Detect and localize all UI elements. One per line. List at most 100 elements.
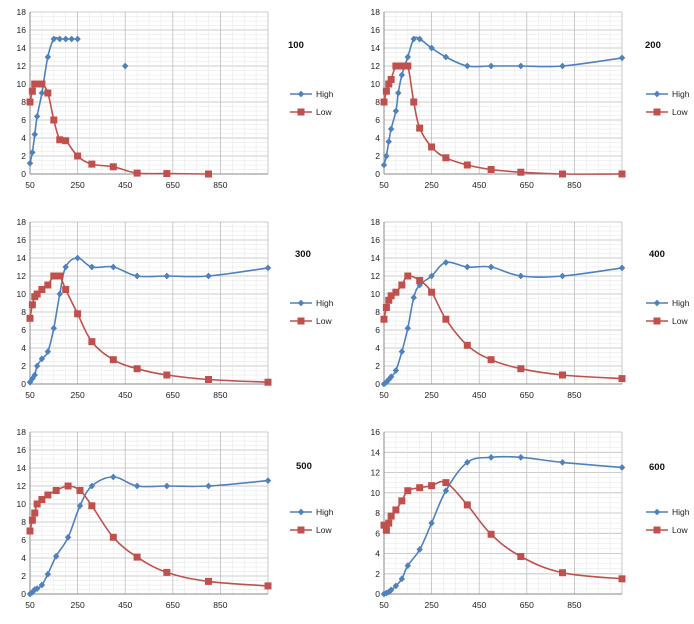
- legend: High Low: [290, 298, 334, 326]
- legend: High Low: [290, 89, 334, 117]
- data-point: [395, 89, 402, 97]
- legend-label: High: [672, 298, 690, 308]
- legend: High Low: [646, 89, 690, 117]
- chart-title: 100: [288, 40, 304, 51]
- y-tick-label: 12: [371, 61, 381, 71]
- y-tick-label: 10: [371, 289, 381, 299]
- data-point: [464, 62, 471, 70]
- gridlines: [29, 431, 269, 595]
- data-point: [559, 272, 566, 280]
- data-point: [38, 496, 46, 503]
- y-tick-label: 14: [371, 447, 381, 457]
- data-point: [464, 263, 471, 271]
- gridlines: [29, 221, 269, 385]
- data-point: [26, 314, 34, 322]
- gridlines: [383, 431, 623, 595]
- legend-label: Low: [672, 316, 688, 326]
- data-point: [410, 35, 417, 43]
- y-tick-label: 10: [371, 488, 381, 498]
- data-point: [28, 516, 36, 524]
- data-point: [50, 116, 58, 124]
- data-point: [74, 152, 82, 160]
- x-tick-label: 250: [71, 180, 85, 190]
- legend-marker: [653, 526, 661, 534]
- data-point: [62, 263, 69, 271]
- data-point: [88, 263, 96, 271]
- data-point: [74, 310, 82, 318]
- data-point: [416, 546, 423, 553]
- data-point: [517, 553, 525, 561]
- y-tick-label: 8: [375, 307, 380, 317]
- data-point: [464, 458, 471, 466]
- data-point: [442, 259, 450, 266]
- data-point: [442, 487, 450, 495]
- y-tick-label: 16: [371, 235, 381, 245]
- data-point: [88, 482, 96, 490]
- data-point: [442, 53, 450, 61]
- x-tick-label: 450: [118, 180, 132, 190]
- data-point: [109, 163, 117, 171]
- data-point: [44, 491, 52, 499]
- x-tick-label: 50: [379, 390, 389, 400]
- data-point: [380, 380, 388, 388]
- data-point: [205, 577, 212, 585]
- data-point: [38, 80, 46, 88]
- data-point: [410, 294, 417, 301]
- data-point: [31, 586, 38, 593]
- y-tick-label: 14: [17, 253, 27, 263]
- data-point: [517, 365, 525, 373]
- data-point: [385, 80, 393, 88]
- data-point: [416, 124, 424, 132]
- legend: High Low: [290, 507, 334, 535]
- y-tick-label: 0: [375, 379, 380, 389]
- data-point: [52, 487, 60, 494]
- y-tick-label: 2: [375, 361, 380, 371]
- data-point: [29, 149, 36, 156]
- legend-label: Low: [316, 525, 332, 535]
- data-point: [52, 552, 60, 560]
- data-point: [383, 152, 390, 160]
- data-point: [398, 281, 406, 289]
- data-point: [29, 588, 36, 596]
- data-point: [133, 272, 141, 280]
- data-point: [618, 54, 626, 62]
- series-low: [26, 272, 272, 386]
- legend-marker: [653, 508, 661, 516]
- y-tick-label: 18: [17, 217, 27, 227]
- x-tick-label: 50: [379, 180, 389, 190]
- data-point: [133, 365, 141, 373]
- x-tick-label: 850: [567, 180, 581, 190]
- data-point: [33, 80, 41, 88]
- y-tick-label: 8: [21, 307, 26, 317]
- legend-marker: [297, 508, 305, 516]
- y-tick-label: 2: [21, 151, 26, 161]
- data-point: [68, 35, 75, 43]
- legend: High Low: [646, 507, 690, 535]
- legend-label: High: [672, 89, 690, 99]
- data-point: [76, 502, 84, 510]
- y-tick-label: 0: [375, 589, 380, 599]
- data-point: [38, 355, 46, 363]
- data-point: [56, 272, 64, 280]
- gridlines: [383, 11, 623, 175]
- y-tick-label: 16: [371, 427, 381, 437]
- x-tick-label: 50: [25, 600, 35, 610]
- data-point: [387, 512, 395, 520]
- chart-title: 400: [649, 249, 665, 260]
- legend-marker: [297, 299, 305, 307]
- legend-label: High: [316, 298, 334, 308]
- data-point: [163, 272, 171, 280]
- y-tick-label: 0: [375, 169, 380, 179]
- data-point: [487, 356, 495, 364]
- x-tick-label: 850: [213, 390, 227, 400]
- data-point: [38, 581, 46, 589]
- legend-label: High: [672, 507, 690, 517]
- data-point: [133, 169, 141, 177]
- data-point: [428, 519, 435, 527]
- data-point: [44, 53, 52, 61]
- data-point: [442, 154, 450, 162]
- data-point: [559, 62, 566, 70]
- y-tick-label: 12: [371, 468, 381, 478]
- y-tick-label: 16: [17, 25, 27, 35]
